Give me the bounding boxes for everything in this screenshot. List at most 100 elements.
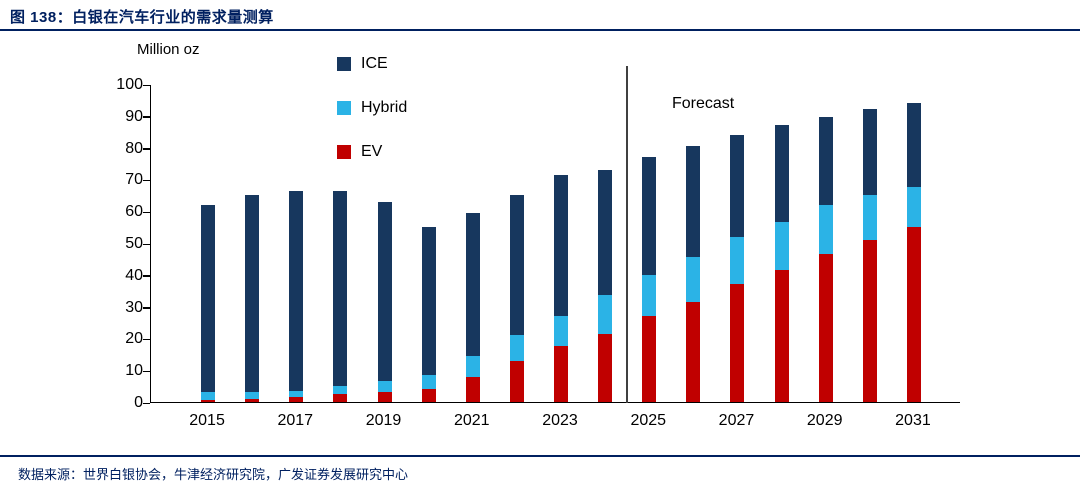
stacked-bar-2027: [730, 134, 745, 402]
bar-segment-ev-2019: [377, 392, 392, 402]
x-axis-tick-label-2025: 2025: [630, 412, 667, 429]
y-axis-tick-mark: [143, 84, 150, 86]
y-axis-tick-label: 10: [125, 362, 143, 380]
y-axis-tick-label: 60: [125, 203, 143, 221]
y-axis-unit-label: Million oz: [137, 41, 200, 58]
y-axis-tick-label: 80: [125, 139, 143, 157]
stacked-bar-2031: [906, 103, 921, 402]
x-axis-tick-label-2023: 2023: [542, 412, 578, 429]
chart-legend: ICE Hybrid EV: [337, 55, 407, 187]
bar-segment-hybrid-2031: [906, 187, 921, 228]
stacked-bar-2019: [377, 201, 392, 402]
stacked-bar-2020: [421, 227, 436, 402]
bar-segment-ice-2016: [245, 195, 260, 393]
bar-segment-ev-2030: [862, 239, 877, 402]
bar-segment-ev-2028: [774, 270, 789, 402]
bar-segment-hybrid-2027: [730, 236, 745, 285]
bar-segment-ev-2024: [598, 333, 613, 402]
stacked-bar-2022: [509, 195, 524, 402]
bar-segment-hybrid-2015: [201, 392, 216, 401]
bar-segment-ev-2021: [465, 376, 480, 402]
bar-segment-ev-2029: [818, 254, 833, 402]
y-axis-tick-label: 50: [125, 235, 143, 252]
y-axis-tick-mark: [143, 116, 150, 118]
legend-label-ev: EV: [361, 143, 383, 160]
stacked-bar-2028: [774, 125, 789, 402]
y-axis-tick-mark: [143, 211, 150, 214]
bar-segment-ice-2025: [642, 157, 657, 275]
legend-item-ice: ICE: [337, 55, 407, 73]
bar-segment-ice-2026: [686, 146, 701, 258]
x-axis-tick-label-2027: 2027: [718, 412, 755, 429]
x-axis-tick-label-2015: 2015: [189, 412, 225, 429]
bar-segment-hybrid-2019: [377, 381, 392, 393]
stacked-bar-2024: [598, 169, 613, 402]
y-axis-tick-mark: [143, 307, 150, 309]
y-axis-tick-label: 0: [134, 394, 143, 411]
legend-item-ev: EV: [337, 143, 407, 161]
legend-label-hybrid: Hybrid: [361, 99, 408, 116]
y-axis-tick-label: 70: [125, 171, 143, 189]
y-axis-tick-mark: [143, 275, 150, 277]
x-axis-tick-label-2019: 2019: [365, 412, 402, 429]
bar-segment-ice-2028: [774, 125, 789, 223]
bar-segment-ev-2026: [686, 301, 701, 402]
y-axis-tick-label: 20: [125, 330, 143, 348]
stacked-bar-2018: [333, 190, 348, 402]
bar-segment-hybrid-2028: [774, 222, 789, 271]
stacked-bar-2026: [686, 146, 701, 402]
footer-divider: [0, 455, 1080, 457]
bar-segment-hybrid-2025: [642, 274, 657, 317]
bar-segment-ice-2017: [289, 190, 304, 391]
forecast-divider-line: [626, 66, 628, 403]
stacked-bar-2030: [862, 109, 877, 402]
bars-layer: [186, 85, 935, 402]
y-axis-tick-label: 40: [125, 266, 143, 284]
bar-segment-hybrid-2021: [465, 355, 480, 377]
data-source-note: 数据来源：世界白银协会，牛津经济研究院，广发证券发展研究中心: [18, 467, 409, 482]
y-axis-tick-label: 90: [125, 107, 143, 125]
x-axis-tick-label-2031: 2031: [895, 412, 931, 429]
bar-segment-hybrid-2029: [818, 204, 833, 255]
bar-segment-ice-2022: [509, 195, 524, 336]
bar-segment-ev-2016: [245, 398, 260, 402]
legend-label-ice: ICE: [361, 55, 388, 72]
y-axis-tick-mark: [143, 243, 150, 245]
stacked-bar-2025: [642, 157, 657, 402]
y-axis-tick-label: 30: [125, 298, 143, 316]
bar-segment-ev-2017: [289, 397, 304, 402]
bar-segment-hybrid-2017: [289, 390, 304, 398]
bar-segment-ice-2023: [554, 174, 568, 317]
bar-segment-ev-2020: [421, 389, 436, 402]
bar-segment-hybrid-2020: [421, 374, 436, 390]
legend-item-hybrid: Hybrid: [337, 99, 407, 117]
x-axis-tick-label-2021: 2021: [453, 412, 490, 429]
y-axis-tick-label: 100: [116, 76, 143, 93]
bar-segment-ev-2031: [906, 227, 921, 402]
bar-segment-ice-2029: [818, 117, 833, 205]
bar-segment-ev-2018: [333, 394, 348, 402]
x-axis-tick-label-2029: 2029: [806, 412, 843, 429]
stacked-bar-2016: [245, 195, 260, 402]
stacked-bar-2015: [201, 204, 216, 402]
y-axis-tick-mark: [143, 179, 150, 182]
bar-segment-hybrid-2018: [333, 386, 348, 395]
y-axis-tick-mark: [143, 402, 150, 404]
stacked-bar-2023: [554, 174, 568, 402]
bar-segment-hybrid-2016: [245, 392, 260, 399]
legend-swatch-ev: [337, 145, 351, 159]
bar-segment-hybrid-2026: [686, 257, 701, 302]
y-axis-tick-mark: [143, 338, 150, 341]
bar-segment-hybrid-2030: [862, 195, 877, 240]
bar-segment-hybrid-2023: [554, 316, 568, 347]
bar-segment-ev-2023: [554, 346, 568, 402]
stacked-bar-2021: [465, 212, 480, 402]
bar-segment-ev-2025: [642, 316, 657, 402]
figure-title: 图 138：白银在汽车行业的需求量测算: [10, 9, 274, 26]
bar-segment-ice-2019: [377, 201, 392, 382]
y-axis-tick-mark: [143, 148, 150, 150]
bar-segment-ice-2015: [201, 204, 216, 393]
bar-segment-ice-2018: [333, 190, 348, 387]
bar-segment-ice-2031: [906, 103, 921, 188]
legend-swatch-ice: [337, 57, 351, 71]
